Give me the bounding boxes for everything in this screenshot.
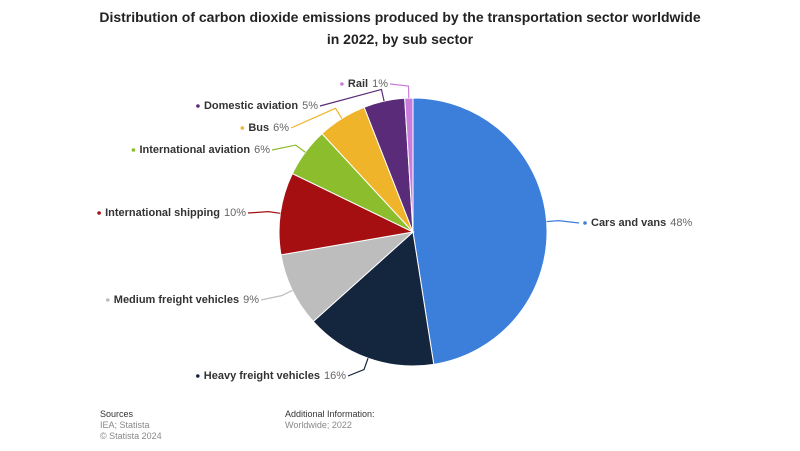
- slice-label: Heavy freight vehicles 16%: [204, 370, 346, 382]
- legend-dot: [131, 148, 136, 152]
- slice-label: Medium freight vehicles 9%: [114, 294, 259, 306]
- slice-value: 16%: [324, 370, 346, 382]
- slice-value: 48%: [670, 217, 692, 229]
- slice-label: Bus 6%: [248, 122, 289, 134]
- slice-name: Medium freight vehicles: [114, 294, 239, 306]
- leader-line: [271, 144, 306, 153]
- chart-title: Distribution of carbon dioxide emissions…: [99, 9, 701, 47]
- legend-dot: [97, 211, 101, 215]
- legend-dot: [105, 298, 110, 302]
- slice-name: Heavy freight vehicles: [204, 370, 320, 382]
- slice-value: 6%: [254, 144, 270, 156]
- info-title: Additional Information:: [285, 409, 375, 419]
- legend-dot: [340, 82, 344, 86]
- info: Worldwide; 2022: [285, 420, 352, 430]
- legend-dot: [196, 104, 200, 108]
- slice-label: International shipping 10%: [105, 207, 246, 219]
- slice-label: International aviation 6%: [139, 144, 270, 156]
- slice-value: 5%: [302, 100, 318, 112]
- leader-line: [389, 83, 410, 99]
- source: IEA; Statista: [100, 420, 150, 430]
- sources-title: Sources: [100, 409, 134, 419]
- slice-name: International shipping: [105, 207, 220, 219]
- slice-value: 10%: [224, 207, 246, 219]
- pie-slice: [278, 172, 415, 256]
- pie-slice: [412, 97, 548, 365]
- slice-value: 6%: [273, 122, 289, 134]
- legend-dot: [583, 221, 587, 225]
- slice-name: Rail: [348, 78, 368, 90]
- leader-line: [247, 211, 281, 214]
- legend-dot: [240, 126, 245, 130]
- legend-dot: [195, 374, 200, 378]
- slice-name: Cars and vans: [591, 217, 666, 229]
- slice-label: Cars and vans 48%: [591, 217, 692, 229]
- leader-line: [290, 107, 343, 129]
- slice-name: International aviation: [139, 144, 250, 156]
- leader-line: [546, 220, 580, 224]
- slice-value: 9%: [243, 294, 259, 306]
- leader-line: [347, 358, 369, 377]
- leader-line: [260, 289, 293, 301]
- slice-name: Bus: [248, 122, 269, 134]
- source: © Statista 2024: [100, 431, 162, 441]
- leader-line: [319, 88, 385, 107]
- slice-label: Rail 1%: [348, 78, 388, 90]
- slice-label: Domestic aviation 5%: [204, 100, 318, 112]
- additional-info: Additional Information: Worldwide; 2022: [285, 409, 375, 431]
- slice-name: Domestic aviation: [204, 100, 298, 112]
- slice-value: 1%: [372, 78, 388, 90]
- sources: Sources IEA; Statista © Statista 2024: [100, 409, 162, 442]
